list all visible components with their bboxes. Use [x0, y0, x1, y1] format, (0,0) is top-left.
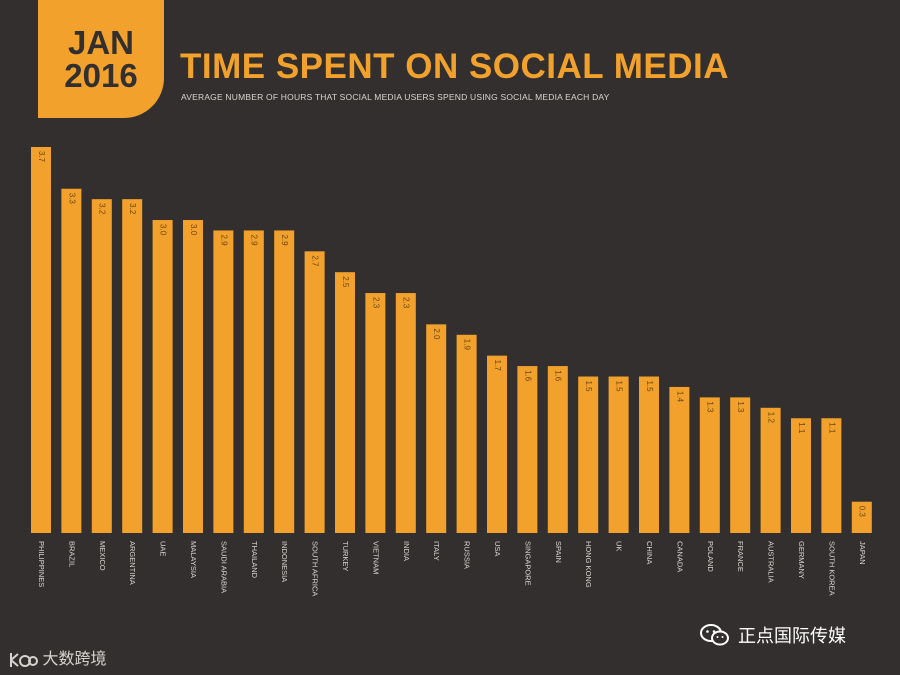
category-label: SPAIN: [554, 541, 563, 563]
bar-russia: [456, 334, 477, 533]
value-label: 1.9: [462, 339, 471, 351]
value-label: 3.3: [67, 193, 76, 205]
bar-turkey: [335, 272, 355, 533]
bar-indonesia: [274, 230, 295, 533]
category-label: THAILAND: [250, 541, 259, 579]
bar-india: [395, 293, 416, 533]
value-label: 1.3: [736, 401, 745, 413]
bar-australia: [760, 407, 781, 533]
bar-spain: [547, 366, 568, 533]
value-label: 1.1: [827, 422, 836, 434]
value-label: 0.3: [858, 506, 867, 518]
chart-title: TIME SPENT ON SOCIAL MEDIA: [180, 47, 730, 86]
value-label: 3.0: [189, 224, 198, 236]
category-label: MALAYSIA: [189, 541, 198, 578]
category-label: RUSSIA: [463, 541, 472, 569]
value-label: 2.3: [371, 297, 380, 309]
category-label: AUSTRALIA: [767, 541, 776, 583]
value-label: 2.3: [402, 297, 411, 309]
value-label: 1.1: [797, 422, 806, 434]
category-label: MEXICO: [98, 541, 107, 571]
badge-month: JAN: [67, 24, 135, 61]
category-label: GERMANY: [797, 541, 806, 579]
category-label: SINGAPORE: [523, 541, 532, 586]
bar-italy: [426, 324, 447, 533]
bar-malaysia: [183, 220, 203, 533]
value-label: 2.0: [432, 328, 441, 340]
category-label: PHILIPPINES: [37, 541, 46, 587]
date-badge: JAN 2016: [38, 0, 164, 118]
value-label: 1.5: [584, 381, 593, 393]
bar-brazil: [61, 188, 82, 533]
category-label: POLAND: [706, 541, 715, 572]
category-label: UAE: [159, 541, 168, 556]
value-label: 1.6: [554, 370, 563, 382]
value-label: 2.9: [250, 234, 259, 246]
value-label: 2.9: [280, 234, 289, 246]
brand-logo-icon: [10, 652, 38, 667]
bar-uk: [608, 376, 629, 533]
value-label: 1.5: [614, 381, 623, 393]
category-label: UK: [615, 541, 624, 551]
chart-subtitle: AVERAGE NUMBER OF HOURS THAT SOCIAL MEDI…: [181, 92, 610, 102]
category-label: BRAZIL: [67, 541, 76, 567]
value-label: 2.5: [341, 276, 350, 288]
bar-south-korea: [821, 418, 842, 533]
value-label: 1.5: [645, 381, 654, 393]
bar-hong-kong: [578, 376, 599, 533]
category-label: USA: [493, 541, 502, 556]
value-label: 1.6: [523, 370, 532, 382]
bar-argentina: [122, 199, 143, 533]
bar-vietnam: [365, 293, 386, 533]
bar-germany: [791, 418, 811, 533]
bar-saudi-arabia: [213, 230, 234, 533]
bar-philippines: [31, 147, 51, 533]
value-label: 3.0: [158, 224, 167, 236]
category-label: INDIA: [402, 541, 411, 561]
category-label: SAUDI ARABIA: [219, 541, 228, 593]
value-label: 1.7: [493, 360, 502, 372]
value-label: 3.2: [128, 203, 137, 215]
watermark-left: 大数跨境: [8, 645, 106, 669]
value-label: 2.7: [310, 255, 319, 267]
bar-canada: [669, 386, 690, 533]
category-label: VIETNAM: [371, 541, 380, 574]
category-label: SOUTH AFRICA: [311, 541, 320, 596]
category-label: CHINA: [645, 541, 654, 564]
value-label: 2.9: [219, 234, 228, 246]
value-label: 1.4: [675, 391, 684, 403]
watermark-right-text: 正点国际传媒: [738, 626, 846, 646]
bar-france: [730, 397, 751, 533]
category-label: JAPAN: [858, 541, 867, 565]
category-label: INDONESIA: [280, 541, 289, 582]
value-label: 1.3: [706, 401, 715, 413]
wechat-icon: [700, 624, 729, 646]
bar-singapore: [517, 366, 538, 533]
bar-uae: [152, 220, 173, 533]
category-label: FRANCE: [736, 541, 745, 572]
value-label: 3.2: [98, 203, 107, 215]
category-label: CANADA: [675, 541, 684, 572]
bar-thailand: [243, 230, 264, 533]
category-label: ITALY: [432, 541, 441, 561]
category-label: SOUTH KOREA: [827, 541, 836, 596]
bar-china: [639, 376, 659, 533]
badge-year: 2016: [64, 57, 138, 94]
value-label: 3.7: [37, 151, 46, 163]
bar-south-africa: [304, 251, 325, 533]
category-label: TURKEY: [341, 541, 350, 571]
category-label: ARGENTINA: [128, 541, 137, 585]
value-label: 1.2: [766, 412, 775, 424]
watermark-left-text: 大数跨境: [42, 651, 107, 668]
watermark-right: 正点国际传媒: [700, 622, 846, 648]
bar-mexico: [91, 199, 112, 533]
bar-usa: [487, 355, 507, 533]
bar-japan: [851, 501, 872, 533]
category-label: HONG KONG: [584, 541, 593, 588]
bar-poland: [699, 397, 720, 533]
